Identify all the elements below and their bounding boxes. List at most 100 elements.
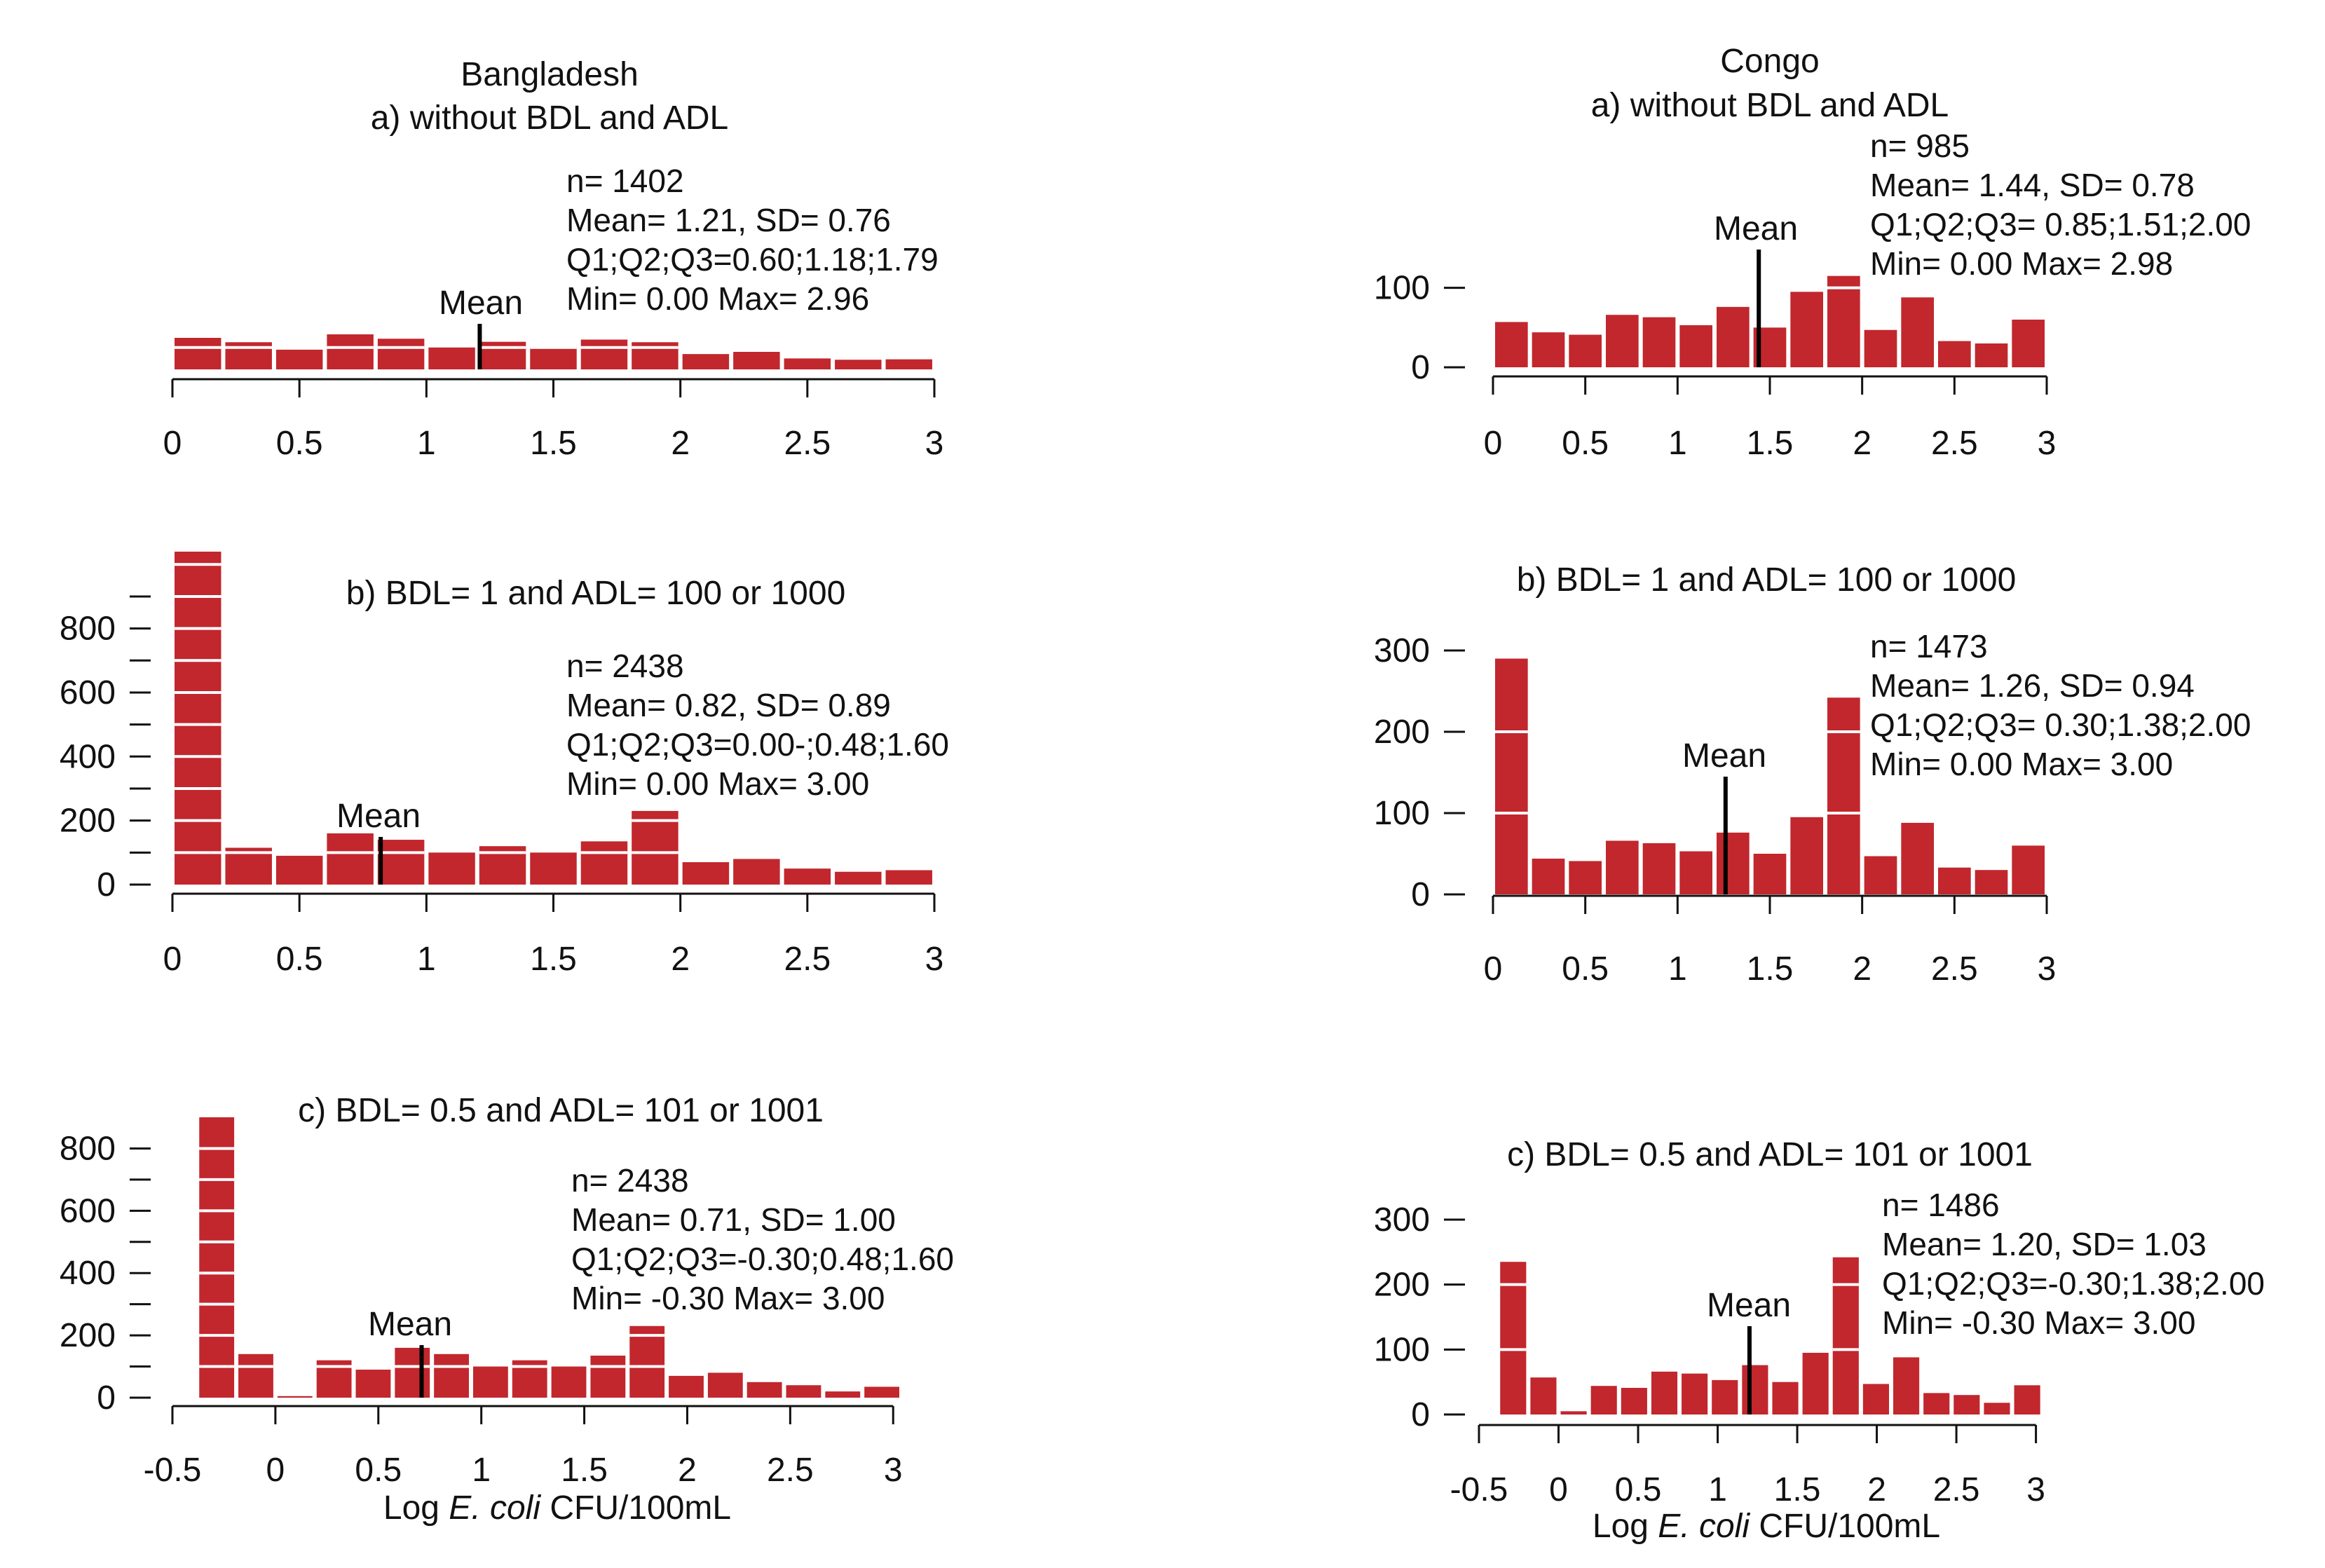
y-tick-label: 400: [60, 738, 116, 775]
panel-cg-b: 0 0.5 1 1.5 2 2.5 3 0 100 200 300 Mean b) BDL= 1 and…: [1374, 561, 2251, 988]
x-tick-label: 1: [417, 941, 436, 978]
bar: [629, 1325, 665, 1398]
bar: [199, 1117, 235, 1398]
x-tick-label: 0: [266, 1452, 285, 1489]
y-tick-label: 0: [1411, 1396, 1430, 1433]
bar: [275, 855, 323, 885]
stats-line: Q1;Q2;Q3= 0.85;1.51;2.00: [1870, 206, 2251, 243]
bar: [1712, 1379, 1738, 1414]
stats-line: Min= 0.00 Max= 3.00: [566, 765, 869, 802]
bar: [530, 852, 577, 885]
bar: [530, 346, 577, 369]
x-axis-title-left: Log E. coli CFU/100mL: [383, 1489, 731, 1527]
x-tick-label: 0.5: [276, 425, 323, 462]
y-tick-label: 600: [60, 674, 116, 711]
bar: [1975, 870, 2008, 894]
x-tick-label: 2: [1853, 950, 1871, 988]
y-tick-label: 300: [1374, 632, 1430, 669]
x-tick-label: 2.5: [1933, 1471, 1980, 1508]
bar: [1560, 1411, 1587, 1414]
bar: [835, 871, 882, 885]
x-tick-label: 0.5: [1615, 1471, 1662, 1508]
x-tick-label: 2.5: [784, 425, 831, 462]
y-tick-label: 200: [1374, 1267, 1430, 1304]
bar: [1682, 1373, 1708, 1414]
bar: [1590, 1386, 1617, 1414]
bar: [479, 341, 526, 369]
x-tick-label: 0: [163, 425, 182, 462]
panel-bd-b: 0 0.5 1 1.5 2 2.5 3 0 200 400 600 800 Mean b) BDL= 1 …: [60, 552, 949, 978]
stats-line: Min= -0.30 Max= 3.00: [571, 1280, 885, 1316]
x-tick-label: 2.5: [1931, 425, 1978, 462]
bar: [1606, 840, 1639, 894]
x-tick-label: 1: [1708, 1471, 1727, 1508]
panel-title: b) BDL= 1 and ADL= 100 or 1000: [1517, 561, 2017, 599]
stats-line: Mean= 1.20, SD= 1.03: [1882, 1226, 2207, 1262]
bar: [1717, 832, 1750, 894]
x-tick-label: 1.5: [1774, 1471, 1821, 1508]
x-tick-label: 3: [2026, 1471, 2045, 1508]
panel-title: b) BDL= 1 and ADL= 100 or 1000: [346, 575, 846, 612]
x-tick-label: 3: [925, 425, 944, 462]
y-tick-label: 800: [60, 1130, 116, 1167]
x-tick-label: 1.5: [530, 425, 577, 462]
bar: [1901, 297, 1934, 367]
x-tick-label: 2: [671, 425, 690, 462]
y-tick-label: 0: [1411, 876, 1430, 913]
mean-label: Mean: [439, 285, 523, 322]
x-tick-label: 3: [2038, 425, 2057, 462]
x-tick-label: 0: [163, 941, 182, 978]
stats-line: Min= 0.00 Max= 2.98: [1870, 245, 2173, 282]
x-tick-label: 0.5: [355, 1452, 402, 1489]
x-tick-label: 1.5: [1747, 425, 1794, 462]
y-tick-label: 400: [60, 1255, 116, 1292]
bar: [786, 1385, 821, 1398]
x-tick-label: 1: [1668, 950, 1687, 988]
bar: [1679, 325, 1712, 367]
bar: [1954, 1395, 1980, 1414]
bar: [733, 859, 780, 885]
bar: [2012, 845, 2045, 894]
column-title-congo: Congo: [1720, 43, 1819, 80]
bar: [1802, 1352, 1829, 1414]
bar: [1717, 306, 1750, 367]
stats-line: Min= -0.30 Max= 3.00: [1882, 1304, 2195, 1341]
bar: [1923, 1393, 1950, 1414]
x-tick-label: 0.5: [1562, 425, 1609, 462]
bar: [1832, 1257, 1859, 1414]
stats-line: Min= 0.00 Max= 3.00: [1870, 746, 2173, 782]
bar: [1938, 341, 1971, 367]
bar: [1975, 343, 2008, 367]
stats-line: n= 985: [1870, 128, 1970, 164]
bar: [1679, 851, 1712, 894]
bar: [1790, 292, 1823, 367]
panel-cg-a: 0 0.5 1 1.5 2 2.5 3 0 100 Mean a) without BDL and …: [1374, 87, 2251, 462]
bar: [175, 338, 221, 369]
mean-label: Mean: [1707, 1287, 1791, 1324]
bar: [682, 862, 730, 885]
x-tick-label: 1: [472, 1452, 491, 1489]
panel-cg-c: -0.5 0 0.5 1 1.5 2 2.5 3 0 100 200 300 Mean c) BDL= 0…: [1374, 1136, 2265, 1508]
y-tick-label: 0: [1411, 349, 1430, 386]
bar: [1827, 275, 1860, 367]
bar: [1984, 1403, 2010, 1414]
bar: [377, 840, 425, 885]
y-tick-label: 600: [60, 1192, 116, 1229]
bar: [428, 347, 475, 369]
y-tick-label: 0: [97, 1379, 116, 1417]
bar: [1642, 317, 1676, 367]
bar: [1772, 1382, 1799, 1414]
panel-title: a) without BDL and ADL: [1591, 87, 1949, 124]
bar: [1742, 1365, 1768, 1414]
stats-line: Q1;Q2;Q3=0.00-;0.48;1.60: [566, 726, 949, 763]
bar: [1495, 658, 1528, 894]
bar: [327, 334, 374, 369]
stats-line: n= 2438: [571, 1162, 689, 1199]
bar: [707, 1372, 743, 1398]
bar: [434, 1354, 469, 1398]
stats-line: Q1;Q2;Q3= 0.30;1.38;2.00: [1870, 707, 2251, 743]
bar: [1569, 861, 1602, 894]
panel-title: a) without BDL and ADL: [371, 100, 729, 137]
bar: [551, 1366, 587, 1398]
